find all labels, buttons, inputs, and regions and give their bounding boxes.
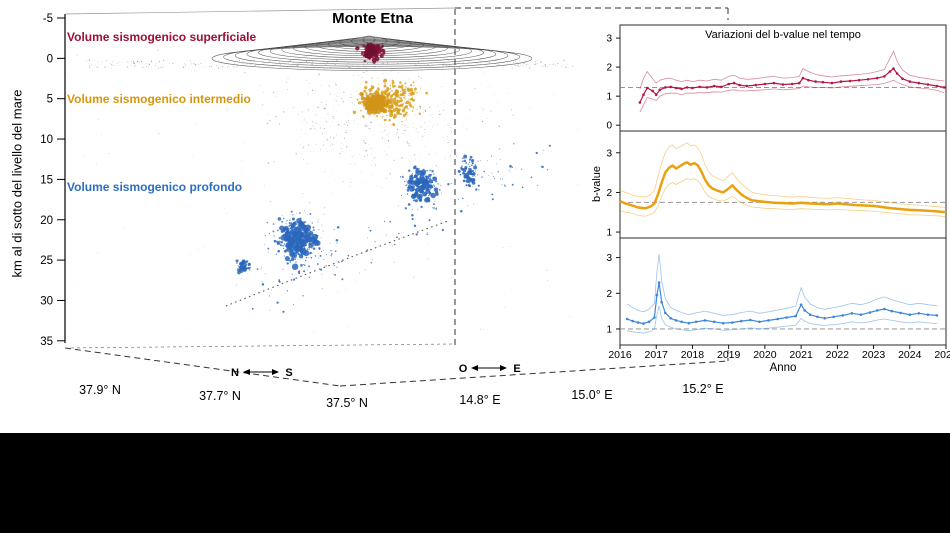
svg-text:3: 3 bbox=[606, 34, 612, 45]
bvalue-axis-label: b-value bbox=[591, 165, 603, 203]
svg-text:N: N bbox=[231, 367, 239, 379]
svg-text:0: 0 bbox=[606, 121, 612, 132]
label-volume-intermedio: Volume sismogenico intermedio bbox=[67, 92, 251, 106]
svg-text:37.9° N: 37.9° N bbox=[79, 383, 121, 397]
svg-text:2: 2 bbox=[606, 63, 612, 74]
fault-dotted-curve bbox=[225, 220, 449, 307]
svg-text:E: E bbox=[513, 363, 520, 375]
bvalue-panel-intermedio: 1 2 3 bbox=[606, 130, 947, 239]
svg-text:15.0° E: 15.0° E bbox=[571, 388, 612, 402]
svg-text:15.2° E: 15.2° E bbox=[682, 382, 723, 396]
top-edge-line bbox=[64, 7, 456, 15]
svg-text:3: 3 bbox=[606, 148, 612, 159]
svg-text:2: 2 bbox=[606, 289, 612, 300]
bvalue-panels-title: Variazioni del b-value nel tempo bbox=[705, 29, 861, 41]
svg-text:2021: 2021 bbox=[789, 349, 813, 361]
background-seismicity bbox=[71, 49, 582, 332]
depth-axis-label: km al di sotto del livello del mare bbox=[9, 89, 25, 278]
letterbox-bar bbox=[0, 433, 950, 533]
label-volume-profondo: Volume sismogenico profondo bbox=[67, 180, 243, 194]
svg-text:O: O bbox=[459, 363, 468, 375]
figure-title: Monte Etna bbox=[332, 10, 413, 27]
svg-text:0: 0 bbox=[47, 53, 53, 65]
svg-text:1: 1 bbox=[606, 228, 612, 239]
svg-text:2023: 2023 bbox=[862, 349, 886, 361]
svg-text:2019: 2019 bbox=[717, 349, 741, 361]
scatter-volume-superficiale bbox=[355, 42, 386, 64]
svg-text:30: 30 bbox=[40, 295, 53, 307]
bvalue-panel-profondo: 1 2 3 bbox=[606, 237, 947, 346]
svg-text:37.7° N: 37.7° N bbox=[199, 389, 241, 403]
svg-text:37.5° N: 37.5° N bbox=[326, 396, 368, 410]
svg-text:S: S bbox=[285, 367, 292, 379]
svg-text:1: 1 bbox=[606, 92, 612, 103]
depth-axis: -5 0 5 10 15 20 25 30 35 bbox=[40, 13, 66, 348]
label-volume-superficiale: Volume sismogenico superficiale bbox=[67, 30, 257, 44]
svg-text:25: 25 bbox=[40, 255, 53, 267]
svg-text:2016: 2016 bbox=[608, 349, 632, 361]
geo-axis-labels: 37.9° N 37.7° N 37.5° N 14.8° E 15.0° E 15.2°… bbox=[79, 382, 723, 410]
svg-text:20: 20 bbox=[40, 215, 53, 227]
scatter-volume-intermedio bbox=[352, 77, 429, 127]
svg-text:5: 5 bbox=[47, 94, 53, 106]
svg-text:2017: 2017 bbox=[645, 349, 669, 361]
svg-text:2018: 2018 bbox=[681, 349, 705, 361]
svg-text:14.8° E: 14.8° E bbox=[459, 393, 500, 407]
scatter-volume-profondo bbox=[235, 143, 551, 313]
svg-text:-5: -5 bbox=[43, 13, 53, 25]
svg-text:10: 10 bbox=[40, 134, 53, 146]
bvalue-panel-superficiale: 0 1 2 3 bbox=[606, 24, 947, 132]
svg-text:3: 3 bbox=[606, 253, 612, 264]
svg-text:35: 35 bbox=[40, 336, 53, 348]
time-axis-label: Anno bbox=[769, 362, 797, 374]
svg-text:2: 2 bbox=[606, 188, 612, 199]
svg-text:2022: 2022 bbox=[826, 349, 850, 361]
svg-text:2024: 2024 bbox=[898, 349, 922, 361]
svg-text:2020: 2020 bbox=[753, 349, 777, 361]
svg-text:1: 1 bbox=[606, 324, 612, 335]
svg-text:15: 15 bbox=[40, 174, 53, 186]
